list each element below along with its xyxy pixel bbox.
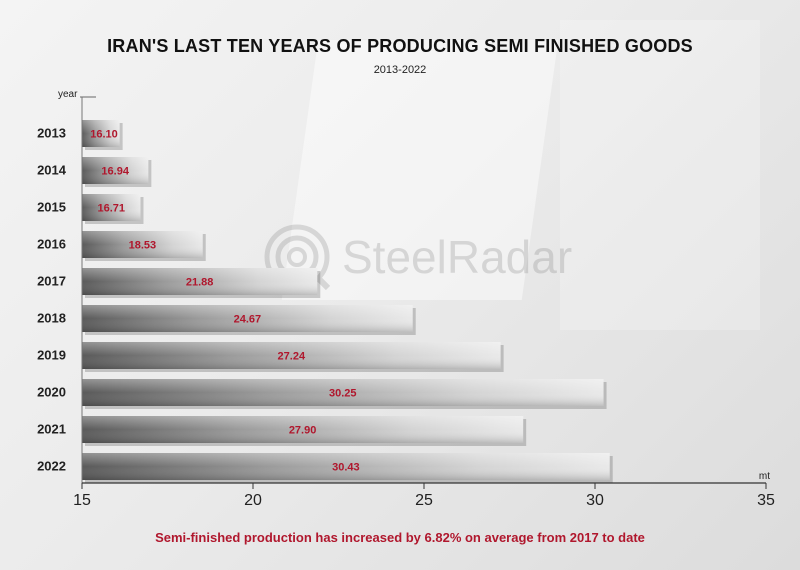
watermark: SteelRadar [262, 222, 572, 292]
value-label: 27.90 [289, 425, 317, 437]
x-tick-label: 25 [415, 492, 433, 509]
bar-shine [82, 157, 149, 184]
value-label: 18.53 [129, 240, 157, 252]
year-label: 2020 [37, 385, 66, 400]
bar-shine [82, 194, 141, 221]
value-label: 30.43 [332, 462, 360, 474]
bar-shine [82, 416, 524, 443]
year-label: 2022 [37, 459, 66, 474]
value-label: 16.94 [101, 166, 129, 178]
year-label: 2016 [37, 237, 66, 252]
year-label: 2019 [37, 348, 66, 363]
x-tick-label: 35 [757, 492, 775, 509]
value-label: 16.71 [97, 203, 125, 215]
bar-shine [82, 120, 120, 147]
bar-shine [82, 379, 604, 406]
bar-shine [82, 342, 501, 369]
value-label: 16.10 [90, 129, 118, 141]
bar-shine [82, 453, 610, 480]
value-label: 27.24 [278, 351, 306, 363]
year-label: 2014 [37, 163, 67, 178]
x-tick-label: 30 [586, 492, 604, 509]
background-panel [560, 20, 760, 330]
x-tick-label: 15 [73, 492, 91, 509]
year-label: 2015 [37, 200, 66, 215]
year-label: 2018 [37, 311, 66, 326]
y-axis-label: year [58, 89, 78, 100]
year-label: 2017 [37, 274, 66, 289]
year-label: 2013 [37, 126, 66, 141]
value-label: 21.88 [186, 277, 214, 289]
x-tick-label: 20 [244, 492, 262, 509]
value-label: 30.25 [329, 388, 357, 400]
bar-shine [82, 268, 318, 295]
watermark-text: SteelRadar [342, 231, 573, 283]
bar-shine [82, 231, 203, 258]
footer-note: Semi-finished production has increased b… [155, 530, 645, 545]
chart-title: IRAN'S LAST TEN YEARS OF PRODUCING SEMI … [107, 36, 693, 56]
chart-subtitle: 2013-2022 [373, 64, 427, 76]
bar-shine [82, 305, 413, 332]
year-label: 2021 [37, 422, 66, 437]
x-axis-label: mt [759, 471, 770, 482]
value-label: 24.67 [234, 314, 262, 326]
